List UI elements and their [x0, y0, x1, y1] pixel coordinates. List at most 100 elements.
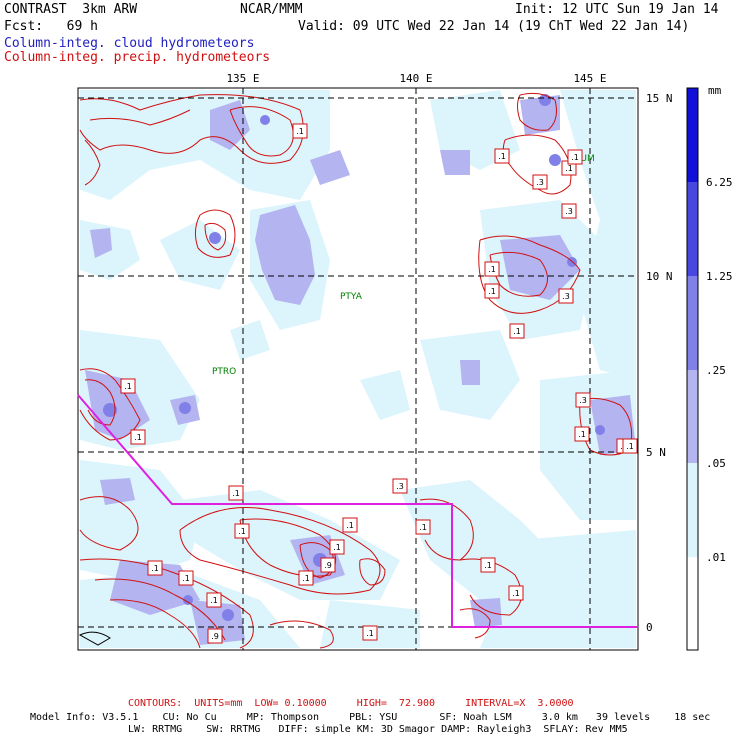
svg-text:.1: .1	[346, 521, 354, 530]
svg-text:.3: .3	[579, 396, 587, 405]
lon-label-145: 145 E	[573, 72, 606, 85]
svg-text:.3: .3	[536, 178, 544, 187]
valid-time: Valid: 09 UTC Wed 22 Jan 14 (19 ChT Wed …	[298, 19, 690, 34]
svg-text:.1: .1	[296, 127, 304, 136]
station-ptro: PTRO	[212, 367, 236, 377]
lat-lon-grid	[78, 88, 638, 650]
contour-value-label: .3	[392, 478, 408, 494]
lat-label-5: 5 N	[646, 446, 666, 459]
colorbar: mm 6.25 1.25 .25 .05 .01	[686, 84, 733, 651]
contour-value-labels: .1 .1 .1 .1 .3 .3 .1 .1 .3 .1 .1 .3 .1 .1 .1 .3 .1 .1 .1 .1…	[120, 123, 638, 644]
svg-text:.1: .1	[366, 629, 374, 638]
lat-label-10: 10 N	[646, 270, 673, 283]
precip-field-label: Column-integ. precip. hydrometeors	[4, 50, 271, 65]
contour-value-label: .9	[207, 628, 223, 644]
svg-text:.9: .9	[211, 632, 219, 641]
contour-value-label: .1	[622, 438, 638, 454]
svg-text:.1: .1	[124, 382, 132, 391]
contour-value-label: .1	[178, 570, 194, 586]
colorbar-swatch-3	[687, 370, 698, 463]
colorbar-swatch-0	[687, 88, 698, 182]
contour-value-label: .1	[494, 148, 510, 164]
svg-text:.1: .1	[488, 265, 496, 274]
colorbar-frame	[686, 87, 699, 651]
domain-boundary-line	[77, 394, 638, 628]
svg-text:.1: .1	[232, 489, 240, 498]
svg-text:.1: .1	[302, 574, 310, 583]
contour-value-label: .1	[147, 560, 163, 576]
contour-value-label: .1	[415, 519, 431, 535]
lat-label-0: 0	[646, 621, 653, 634]
forecast-hour: Fcst: 69 h	[4, 19, 98, 34]
contour-value-label: .1	[329, 539, 345, 555]
model-info-line2: LW: RRTMG SW: RRTMG DIFF: simple KM: 3D …	[128, 724, 628, 735]
center-label: NCAR/MMM	[240, 2, 303, 17]
coastline	[78, 631, 111, 646]
contour-info: CONTOURS: UNITS=mm LOW= 0.10000 HIGH= 72…	[128, 698, 574, 709]
contour-value-label: .3	[558, 288, 574, 304]
contour-value-label: .1	[206, 592, 222, 608]
colorbar-level-0-05: .05	[706, 457, 726, 470]
colorbar-level-6-25: 6.25	[706, 176, 733, 189]
colorbar-swatch-2	[687, 276, 698, 370]
colorbar-level-1-25: 1.25	[706, 270, 733, 283]
svg-text:.3: .3	[562, 292, 570, 301]
colorbar-swatch-5	[687, 557, 698, 650]
svg-text:.1: .1	[571, 153, 579, 162]
init-time: Init: 12 UTC Sun 19 Jan 14	[515, 2, 719, 17]
svg-text:.1: .1	[333, 543, 341, 552]
contour-value-label: .1	[298, 570, 314, 586]
contour-value-label: .1	[509, 323, 525, 339]
lon-label-140: 140 E	[399, 72, 432, 85]
model-info-line1: Model Info: V3.5.1 CU: No Cu MP: Thompso…	[30, 712, 711, 723]
contour-value-label: .1	[484, 283, 500, 299]
contour-value-label: .1	[362, 625, 378, 641]
svg-text:.1: .1	[578, 430, 586, 439]
svg-text:.1: .1	[512, 589, 520, 598]
cloud-shading	[80, 90, 636, 648]
colorbar-level-0-25: .25	[706, 364, 726, 377]
svg-text:.1: .1	[210, 596, 218, 605]
contour-value-label: .3	[575, 392, 591, 408]
contour-value-label: .9	[320, 557, 336, 573]
svg-text:.1: .1	[513, 327, 521, 336]
contour-value-label: .3	[532, 174, 548, 190]
contour-value-label: .1	[574, 426, 590, 442]
contour-value-label: .1	[120, 378, 136, 394]
svg-text:.3: .3	[565, 207, 573, 216]
svg-text:.1: .1	[182, 574, 190, 583]
contour-value-label: .1	[228, 485, 244, 501]
svg-text:.1: .1	[151, 564, 159, 573]
model-title: CONTRAST 3km ARW	[4, 2, 138, 17]
contour-value-label: .1	[342, 517, 358, 533]
svg-text:.1: .1	[626, 442, 634, 451]
contour-value-label: .1	[130, 429, 146, 445]
map-frame	[77, 87, 639, 651]
colorbar-swatch-1	[687, 182, 698, 276]
contour-value-label: .1	[234, 523, 250, 539]
svg-text:.3: .3	[396, 482, 404, 491]
cloud-field-label: Column-integ. cloud hydrometeors	[4, 36, 255, 51]
svg-text:.1: .1	[134, 433, 142, 442]
colorbar-unit: mm	[708, 84, 722, 97]
svg-text:.1: .1	[498, 152, 506, 161]
contour-value-label: .1	[508, 585, 524, 601]
contour-value-label: .3	[561, 203, 577, 219]
contour-value-label: .1	[567, 149, 583, 165]
svg-text:.1: .1	[238, 527, 246, 536]
lat-label-15: 15 N	[646, 92, 673, 105]
cloud-mid-areas	[85, 95, 636, 645]
svg-text:.1: .1	[484, 561, 492, 570]
colorbar-swatch-4	[687, 463, 698, 557]
station-ptya: PTYA	[340, 292, 363, 302]
svg-text:.1: .1	[488, 287, 496, 296]
svg-text:.9: .9	[324, 561, 332, 570]
lon-label-135: 135 E	[226, 72, 259, 85]
svg-text:.1: .1	[565, 164, 573, 173]
colorbar-level-0-01: .01	[706, 551, 726, 564]
contour-value-label: .1	[292, 123, 308, 139]
contour-value-label: .1	[484, 261, 500, 277]
contour-value-label: .1	[480, 557, 496, 573]
svg-text:.1: .1	[419, 523, 427, 532]
